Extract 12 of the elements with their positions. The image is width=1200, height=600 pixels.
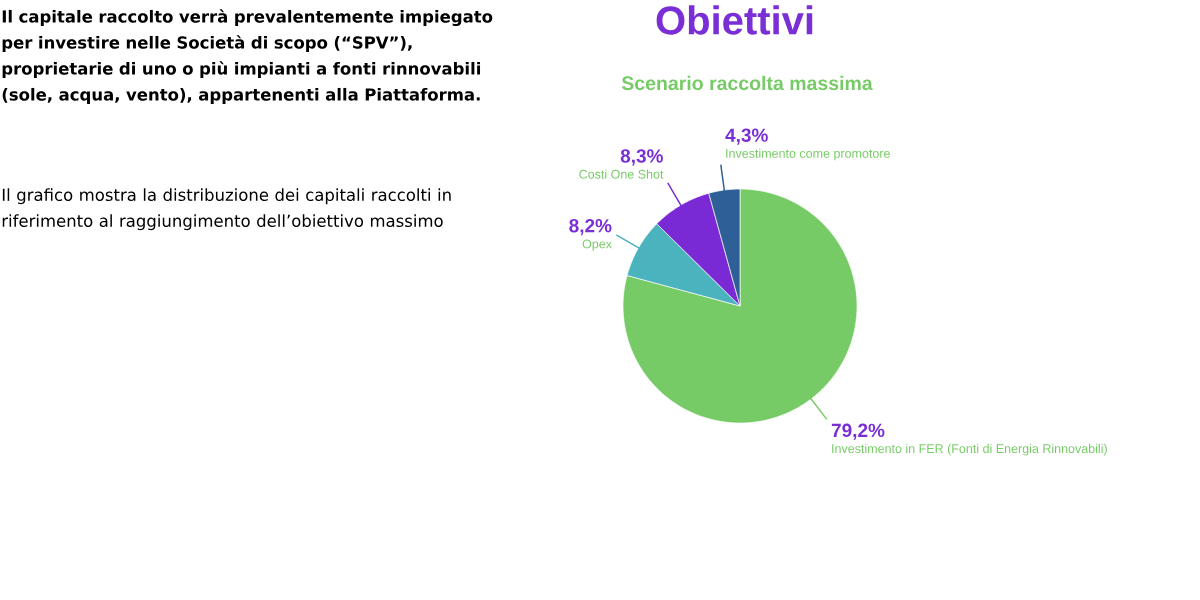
slice-label: Investimento in FER (Fonti di Energia Rinnovabili) — [832, 443, 1107, 456]
data-label: 8,3% — [620, 149, 663, 166]
slice-label: Costi One Shot — [579, 169, 664, 179]
slice-label: Investimento come promotore — [726, 148, 890, 161]
data-label: 79,2% — [831, 423, 885, 440]
data-label: 4,3% — [725, 128, 768, 145]
data-label: 8,2% — [569, 218, 612, 236]
text: Il capitale raccolto verrà prevalentemente impiegato per investire nelle Società di scopo (“SPV”), proprietarie di uno o più impianti a fonti rinnovabili (sole, acqua, vento), appartenenti alla Piattaforma. — [2, 9, 493, 104]
chart-title: Obiettivi — [656, 5, 813, 35]
slice-label: Opex — [582, 239, 612, 251]
chart-subtitle: Scenario raccolta massima — [621, 75, 873, 91]
text: Il grafico mostra la distribuzione dei capitali raccolti in riferimento al raggiungimento dell’obiettivo massimo — [2, 188, 451, 231]
